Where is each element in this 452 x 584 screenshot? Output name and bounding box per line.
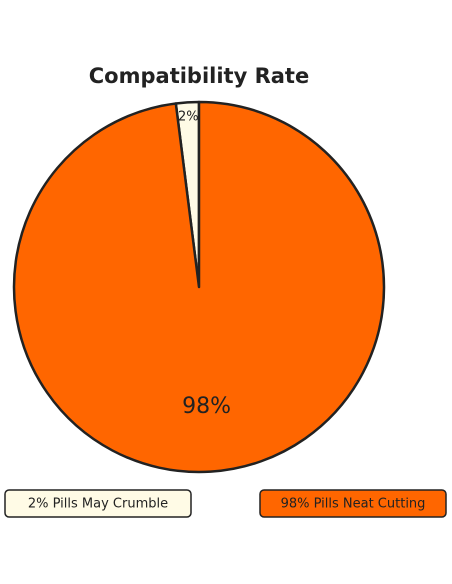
legend-box	[4, 489, 192, 518]
data-label: 98%	[182, 394, 231, 419]
data-label: 2%	[178, 110, 199, 125]
pie-slice	[12, 100, 386, 474]
legend-label: 98% Pills Neat Cutting	[281, 497, 426, 512]
legend-label: 2% Pills May Crumble	[28, 497, 168, 512]
legend-box	[259, 489, 447, 518]
chart-title: Compatibility Rate	[89, 64, 309, 88]
